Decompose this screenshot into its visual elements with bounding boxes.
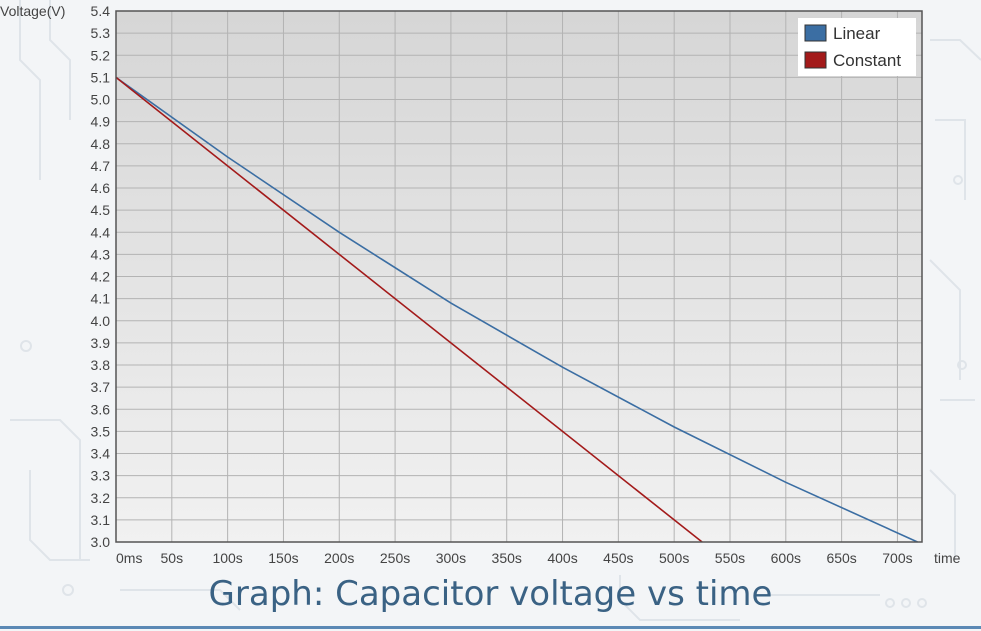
x-tick-label: 550s (715, 550, 745, 566)
y-tick-label: 4.9 (91, 114, 111, 130)
legend-label-constant: Constant (833, 51, 901, 70)
legend-label-linear: Linear (833, 24, 881, 43)
plot-frame (115, 10, 923, 543)
x-tick-label: 350s (492, 550, 522, 566)
x-tick-label: 50s (161, 550, 184, 566)
x-tick-label: 600s (771, 550, 801, 566)
y-tick-label: 3.3 (91, 468, 111, 484)
x-tick-label: 100s (212, 550, 242, 566)
legend-swatch-constant (804, 51, 827, 69)
y-tick-label: 3.5 (91, 423, 111, 439)
series-line-constant (115, 76, 703, 543)
legend-swatch-linear (804, 24, 827, 42)
y-tick-label: 5.1 (91, 69, 111, 85)
x-tick-label: 700s (882, 550, 912, 566)
y-axis-label: Voltage(V) (0, 3, 65, 19)
y-tick-label: 3.1 (91, 512, 111, 528)
y-tick-label: 5.4 (91, 3, 111, 19)
y-tick-label: 4.7 (91, 158, 111, 174)
x-tick-label: 300s (436, 550, 466, 566)
y-tick-label: 3.6 (91, 401, 111, 417)
y-tick-label: 4.6 (91, 180, 111, 196)
x-tick-label: 400s (547, 550, 577, 566)
y-tick-label: 4.2 (91, 269, 111, 285)
y-tick-label: 4.8 (91, 136, 111, 152)
y-tick-label: 3.7 (91, 379, 111, 395)
x-tick-label: 450s (603, 550, 633, 566)
y-tick-label: 4.1 (91, 291, 111, 307)
y-tick-label: 3.9 (91, 335, 111, 351)
y-tick-label: 4.5 (91, 202, 111, 218)
y-tick-label: 3.8 (91, 357, 111, 373)
chart-caption: Graph: Capacitor voltage vs time (208, 574, 773, 614)
x-tick-label: 250s (380, 550, 410, 566)
x-tick-label: 500s (659, 550, 689, 566)
legend: Linear Constant (798, 18, 916, 76)
x-tick-label: 150s (268, 550, 298, 566)
series-line-linear (115, 76, 918, 543)
y-tick-label: 3.4 (91, 446, 111, 462)
bottom-divider (0, 626, 981, 629)
y-tick-label: 3.2 (91, 490, 111, 506)
x-axis-label: time (934, 550, 961, 566)
y-tick-label: 4.0 (91, 313, 111, 329)
y-tick-label: 5.3 (91, 25, 111, 41)
y-tick-label: 3.0 (91, 534, 111, 550)
x-tick-label: 650s (826, 550, 856, 566)
x-tick-label: 0ms (116, 550, 142, 566)
y-tick-label: 4.4 (91, 224, 111, 240)
y-tick-label: 5.0 (91, 92, 111, 108)
y-tick-label: 4.3 (91, 246, 111, 262)
y-tick-label: 5.2 (91, 47, 111, 63)
x-tick-label: 200s (324, 550, 354, 566)
